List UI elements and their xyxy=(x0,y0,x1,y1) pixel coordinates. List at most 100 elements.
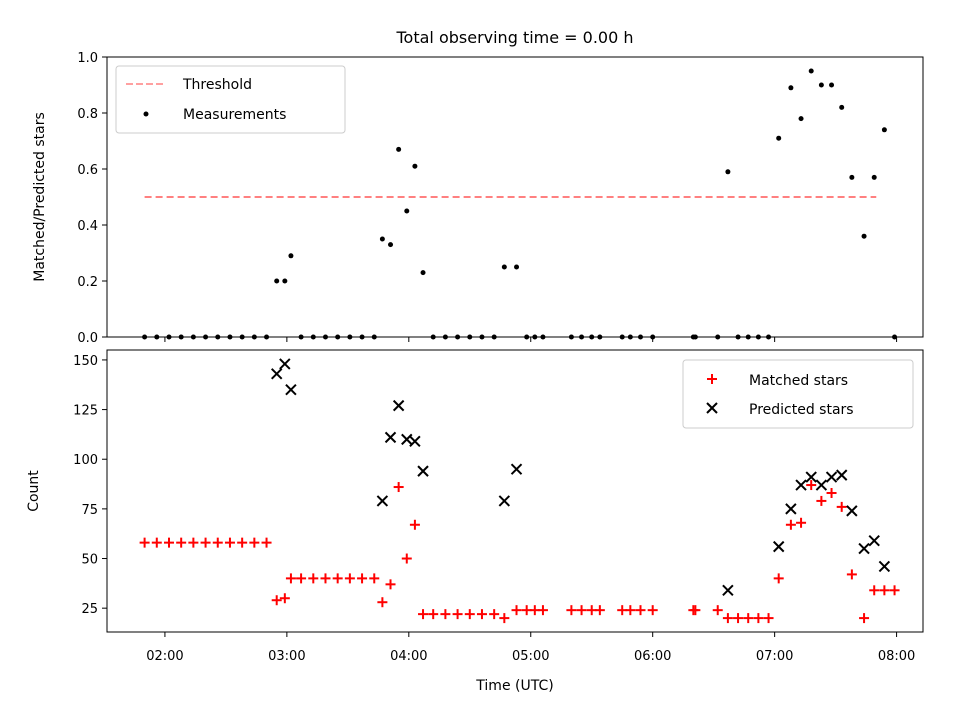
predicted-point xyxy=(835,469,848,481)
predicted-point xyxy=(878,560,891,573)
matched-point xyxy=(163,537,174,548)
matched-point xyxy=(279,593,290,604)
bottom-legend: Matched stars Predicted stars xyxy=(682,359,914,429)
y-tick-label: 150 xyxy=(73,354,98,369)
y-tick-label: 75 xyxy=(81,503,98,518)
matched-point xyxy=(452,609,463,620)
measurement-point xyxy=(829,82,835,88)
matched-point xyxy=(476,609,487,620)
measurement-point xyxy=(861,233,867,239)
y-tick-label: 25 xyxy=(81,602,98,617)
predicted-point-b xyxy=(825,471,838,483)
chart-title: Total observing time = 0.00 h xyxy=(395,28,633,47)
legend-matched-label: Matched stars xyxy=(749,373,848,389)
predicted-point-b xyxy=(722,584,734,597)
matched-point xyxy=(369,573,380,584)
predicted-point xyxy=(498,495,511,507)
bottom-y-axis-label: Count xyxy=(26,470,42,512)
matched-point xyxy=(773,573,784,584)
measurement-point xyxy=(514,264,520,270)
measurement-point xyxy=(420,270,426,276)
matched-point xyxy=(200,537,211,548)
matched-point xyxy=(796,517,807,528)
predicted-point-b xyxy=(815,479,828,491)
predicted-point xyxy=(401,433,413,446)
matched-point xyxy=(409,519,420,530)
measurement-point xyxy=(388,242,394,248)
matched-point xyxy=(690,605,701,616)
predicted-point-b xyxy=(795,479,807,491)
top-legend: Threshold Measurements xyxy=(115,65,346,134)
predicted-point-b xyxy=(270,368,283,380)
matched-point xyxy=(224,537,235,548)
predicted-point-b xyxy=(401,433,413,446)
y-tick-label: 0.0 xyxy=(77,331,98,346)
legend-threshold-label: Threshold xyxy=(182,77,252,93)
matched-point xyxy=(511,605,522,616)
matched-point xyxy=(753,613,764,624)
predicted-point xyxy=(384,431,397,444)
matched-point xyxy=(594,605,605,616)
matched-point xyxy=(212,537,223,548)
matched-point xyxy=(176,537,187,548)
predicted-point xyxy=(279,358,291,370)
y-tick-label: 0.2 xyxy=(77,275,98,290)
predicted-point-b xyxy=(846,505,858,517)
top-axes-frame xyxy=(106,56,924,338)
matched-point xyxy=(464,609,475,620)
predicted-point xyxy=(858,542,870,555)
predicted-point xyxy=(795,479,807,491)
predicted-point-b xyxy=(285,384,297,396)
matched-point xyxy=(869,585,880,596)
y-tick-label: 50 xyxy=(81,553,98,568)
matched-point xyxy=(377,597,388,608)
matched-point xyxy=(151,537,162,548)
predicted-point-b xyxy=(279,358,291,370)
bottom-data-marks xyxy=(139,358,900,624)
predicted-point-b xyxy=(409,435,421,448)
measurement-point xyxy=(849,174,855,180)
legend-matched-swatch xyxy=(707,374,717,384)
matched-point xyxy=(428,609,439,620)
matched-point xyxy=(261,537,272,548)
matched-point xyxy=(763,613,774,624)
measurement-point xyxy=(839,104,845,110)
matched-point xyxy=(785,519,796,530)
y-tick-label: 125 xyxy=(73,404,98,419)
predicted-point xyxy=(815,479,828,491)
x-tick-label: 02:00 xyxy=(146,649,183,664)
y-tick-label: 1.0 xyxy=(77,51,98,66)
legend-predicted-swatch xyxy=(706,402,718,414)
measurement-point xyxy=(274,278,280,284)
matched-point xyxy=(285,573,296,584)
predicted-point xyxy=(846,505,858,517)
measurement-point xyxy=(881,127,887,133)
predicted-point xyxy=(409,435,421,448)
legend-measurements-swatch xyxy=(143,111,149,117)
top-y-axis: 0.0 0.2 0.4 0.6 0.8 1.0 xyxy=(77,51,107,346)
measurement-point xyxy=(808,68,814,74)
legend-predicted-label: Predicted stars xyxy=(749,402,854,418)
matched-point xyxy=(846,569,857,580)
matched-point xyxy=(489,609,500,620)
predicted-point-b xyxy=(376,495,389,507)
matched-point xyxy=(836,501,847,512)
matched-point xyxy=(576,605,587,616)
predicted-point-b xyxy=(835,469,848,481)
bottom-x-axis: 02:00 03:00 04:00 05:00 06:00 07:00 08:00 xyxy=(146,632,915,664)
matched-point xyxy=(625,605,636,616)
matched-point xyxy=(308,573,319,584)
x-tick-label: 05:00 xyxy=(512,649,549,664)
bottom-y-axis: 25 50 75 100 125 150 xyxy=(73,354,107,617)
measurement-point xyxy=(798,116,804,122)
predicted-point xyxy=(285,384,297,396)
measurement-point xyxy=(288,253,294,259)
measurement-point xyxy=(725,169,731,175)
top-legend-box xyxy=(115,65,346,134)
predicted-point xyxy=(722,584,734,597)
predicted-point xyxy=(510,463,523,475)
measurement-point xyxy=(396,146,402,152)
matched-point xyxy=(296,573,307,584)
matched-point xyxy=(499,613,510,624)
matched-point xyxy=(271,595,282,606)
